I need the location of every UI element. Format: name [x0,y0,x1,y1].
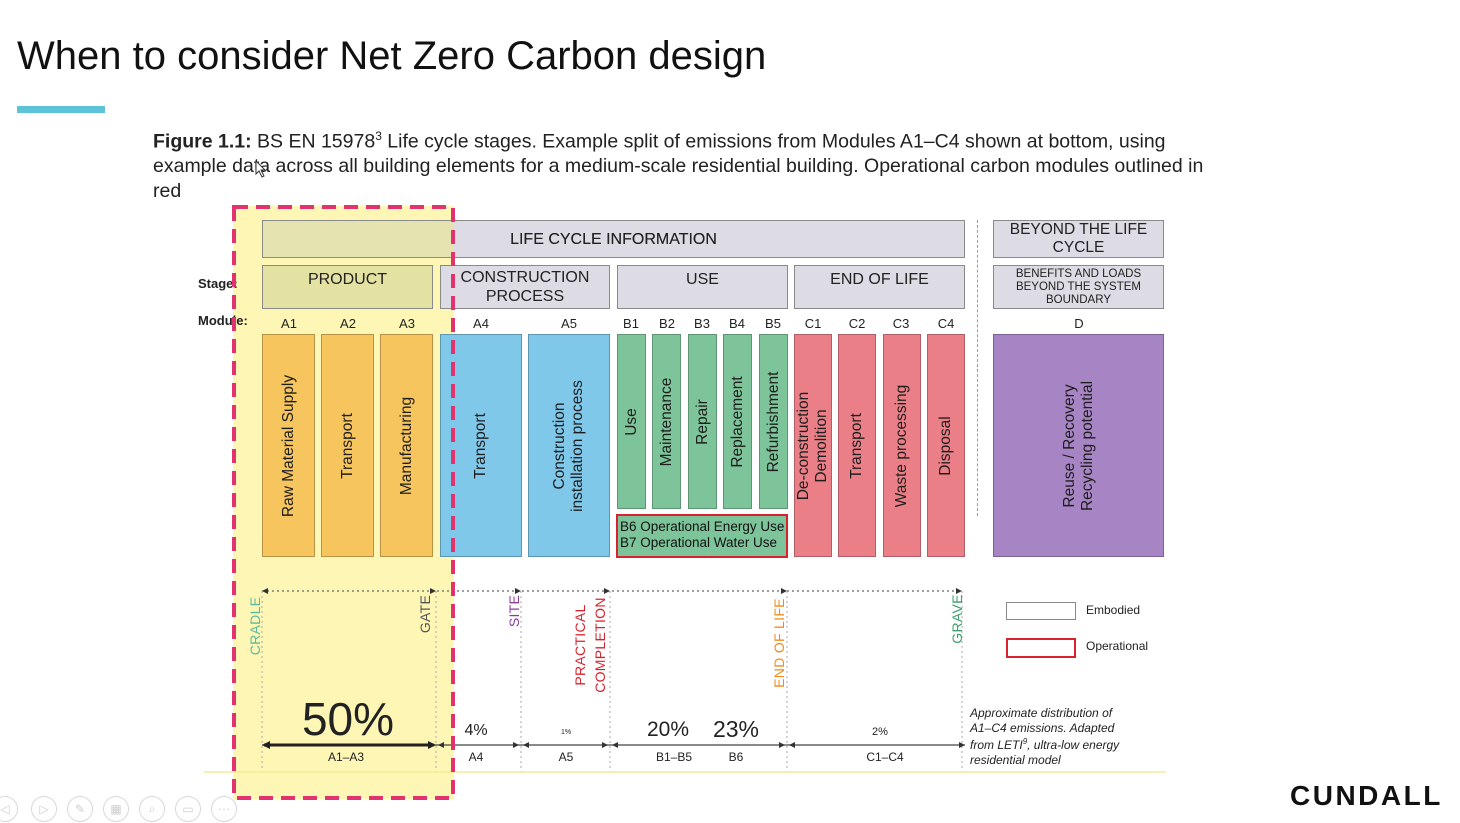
pen-icon[interactable]: ✎ [67,796,93,822]
distribution-note-line3-b: , ultra-low energy [1027,738,1119,752]
subtitles-icon[interactable]: ▭ [175,796,201,822]
legend-operational-swatch [1006,638,1076,658]
slides-grid-icon[interactable]: ▦ [103,796,129,822]
range-a5: A5 [546,750,586,764]
next-slide-icon[interactable]: ▷ [31,796,57,822]
milestone-site: SITE [504,595,524,627]
range-c1-c4: C1–C4 [855,750,915,764]
percentage-b6: 23% [706,716,766,743]
more-options-icon[interactable]: ⋯ [211,796,237,822]
legend-operational-label: Operational [1086,639,1148,653]
distribution-note-line1: Approximate distribution of [970,706,1160,721]
distribution-note-line3-a: from LETI [970,738,1023,752]
legend-embodied-label: Embodied [1086,603,1140,617]
cundall-logo: CUNDALL [1290,780,1443,812]
milestone-gate: GATE [415,595,435,633]
milestone-grave: GRAVE [947,594,967,643]
zoom-icon[interactable]: ⌕ [139,796,165,822]
milestone-cradle: CRADLE [245,597,265,656]
range-b1-b5: B1–B5 [644,750,704,764]
percentage-a4: 4% [450,722,502,740]
legend-embodied-swatch [1006,602,1076,620]
mouse-cursor-icon [255,160,267,178]
percentage-a5: 1% [550,729,582,736]
percentage-b1-b5: 20% [640,718,696,742]
range-a4: A4 [456,750,496,764]
range-a1-a3: A1–A3 [306,750,386,764]
milestone-practical-line1: PRACTICAL [572,604,588,685]
range-b6: B6 [716,750,756,764]
distribution-note-line2: A1–C4 emissions. Adapted [970,721,1160,736]
milestone-practical-completion: PRACTICAL COMPLETION [570,597,610,693]
distribution-note-line4: residential model [970,753,1160,768]
distribution-note: Approximate distribution of A1–C4 emissi… [970,706,1160,767]
milestone-end-of-life: END OF LIFE [769,598,789,688]
distribution-note-line3: from LETI9, ultra-low energy [970,735,1160,753]
milestone-practical-line2: COMPLETION [592,597,608,693]
percentage-c1-c4: 2% [860,726,900,738]
percentage-a1-a3: 50% [270,694,426,744]
